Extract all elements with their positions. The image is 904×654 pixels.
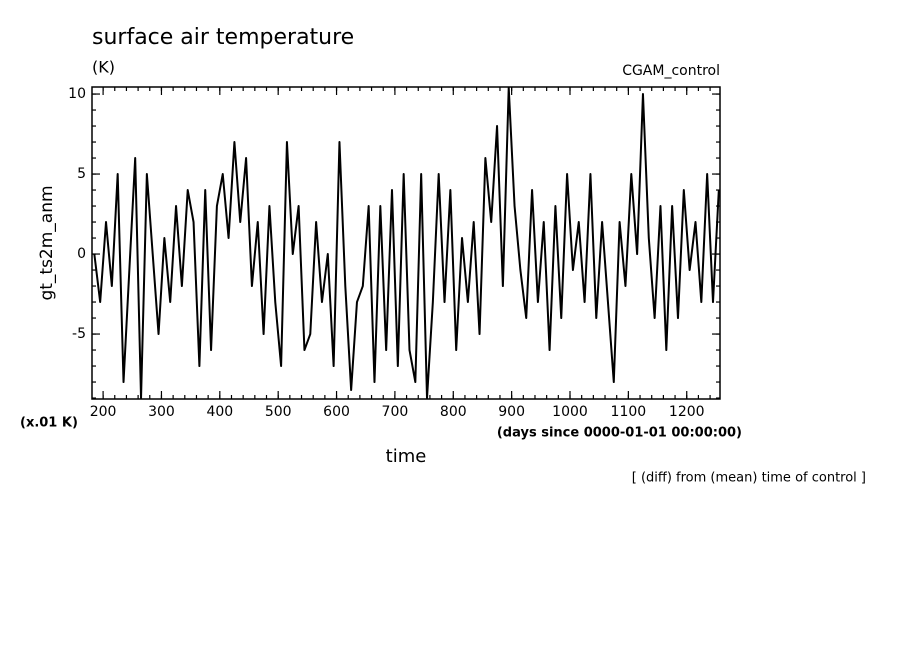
x-tick-label: 1200 [669,404,705,420]
x-tick-label: 900 [498,404,525,420]
x-tick-label: 400 [206,404,233,420]
y-tick-label: 5 [77,166,86,182]
y-tick-label: 10 [68,86,86,102]
x-tick-label: 300 [148,404,175,420]
footnote: [ (diff) from (mean) time of control ] [632,471,866,486]
data-line [93,86,720,400]
y-tick-label: -5 [72,326,86,342]
y-tick-label: 0 [77,246,86,262]
chart-subtitle: (K) [92,58,115,77]
y-axis-label: gt_ts2m_anm [37,185,57,300]
x-tick-label: 700 [382,404,409,420]
chart-title: surface air temperature [92,25,354,50]
x-tick-label: 800 [440,404,467,420]
x-tick-label: 1000 [552,404,588,420]
x-tick-label: 600 [323,404,350,420]
x-unit: (days since 0000-01-01 00:00:00) [497,426,742,441]
x-axis-label: time [386,446,427,467]
y-unit: (x.01 K) [20,416,78,431]
x-tick-label: 200 [90,404,117,420]
x-tick-label: 500 [265,404,292,420]
annotation: CGAM_control [622,63,720,79]
x-tick-label: 1100 [611,404,647,420]
